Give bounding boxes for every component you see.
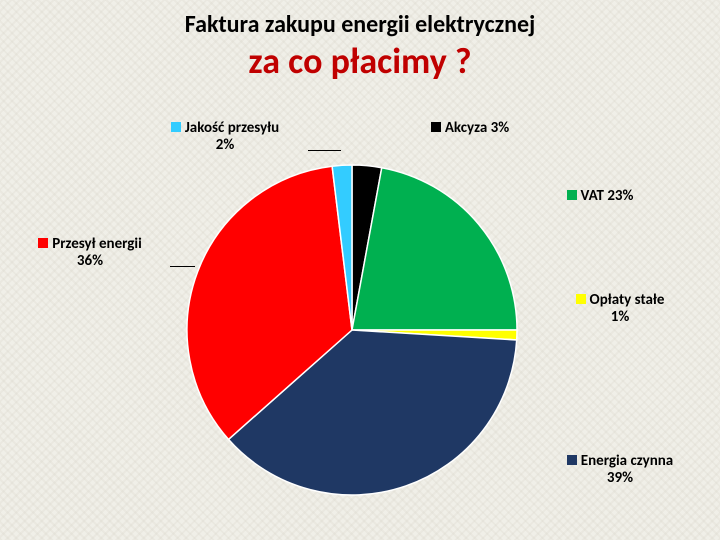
chart-title-line2: za co płacimy ? [0,39,720,83]
pie-label-energia: Energia czynna39% [540,453,700,488]
page: Faktura zakupu energii elektrycznej za c… [0,0,720,540]
pie-label-akcyza: Akcyza 3% [405,120,535,137]
title-text-2: za co płacimy ? [248,39,471,83]
pie-label-przesyl: Przesył energii36% [10,236,170,271]
pie-label-text: Akcyza 3% [445,119,509,137]
legend-swatch-icon [576,294,586,304]
legend-swatch-icon [567,455,577,465]
legend-swatch-icon [38,238,48,248]
pie-label-percent: 36% [77,252,103,270]
title-text-1: Faktura zakupu energii elektrycznej [185,10,536,39]
legend-swatch-icon [431,122,441,132]
leader-line [170,266,195,267]
chart-title-line1: Faktura zakupu energii elektrycznej [0,0,720,39]
pie-slice-vat [352,168,517,330]
pie-label-percent: 2% [216,136,235,154]
pie-label-percent: 1% [611,308,630,326]
leader-line [308,150,341,151]
pie-label-text: VAT 23% [581,187,634,205]
pie-label-text: Jakość przesyłu [185,119,279,137]
pie-label-jakosc: Jakość przesyłu2% [140,120,310,155]
pie-label-percent: 39% [607,469,633,487]
pie-label-text: Energia czynna [581,452,673,470]
pie-label-text: Opłaty stałe [590,291,665,309]
pie-label-oplaty: Opłaty stałe1% [555,292,685,327]
pie-label-vat: VAT 23% [540,188,660,205]
pie-label-text: Przesył energii [52,235,142,253]
legend-swatch-icon [567,190,577,200]
legend-swatch-icon [171,122,181,132]
pie-chart [183,161,521,499]
